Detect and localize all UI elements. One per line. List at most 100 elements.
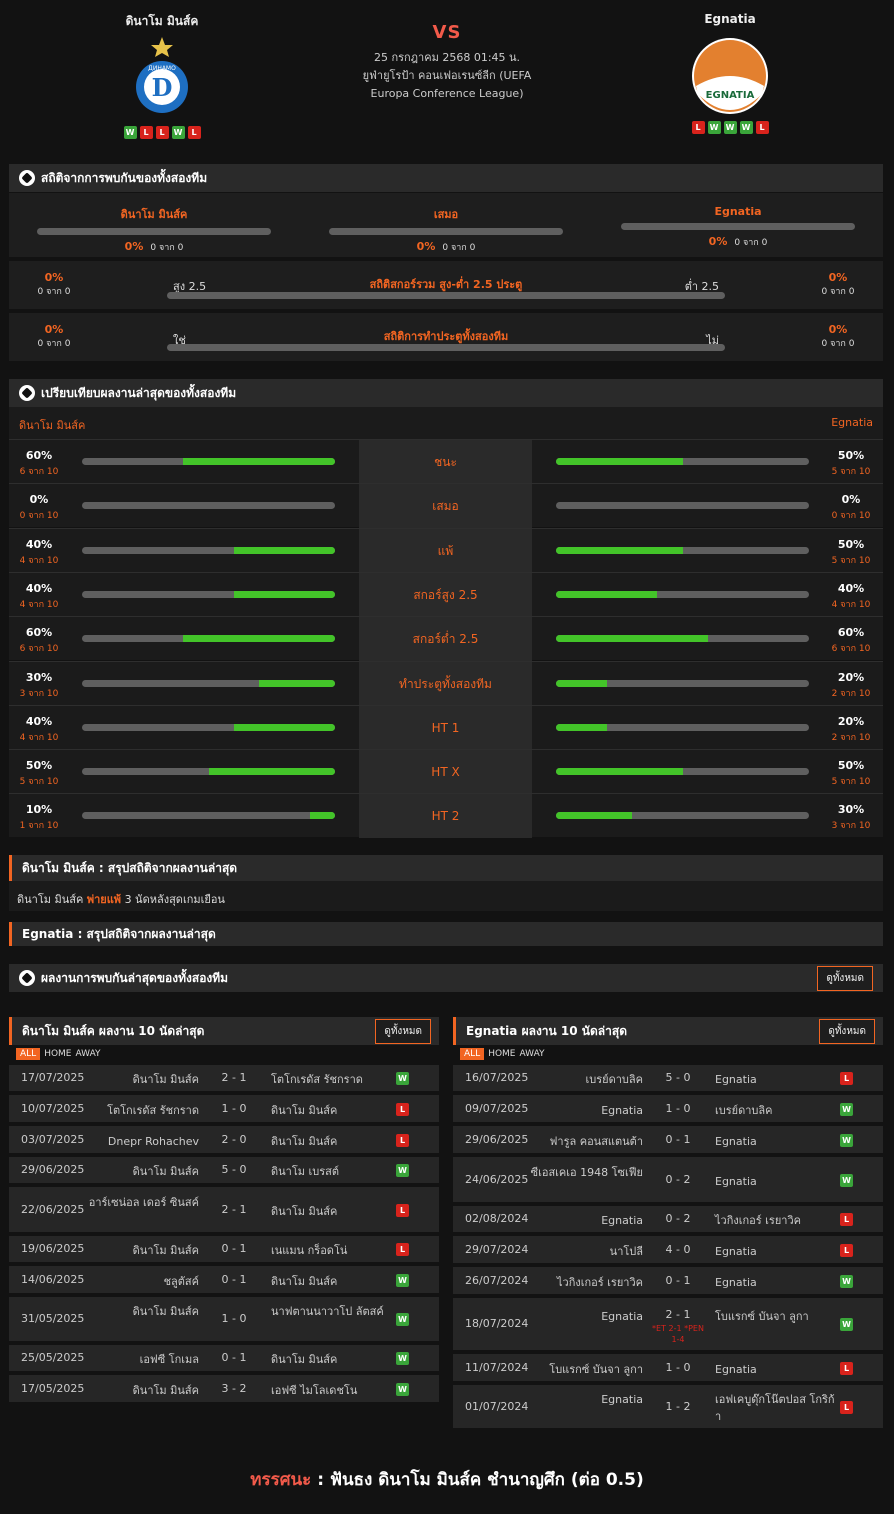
home-bar	[82, 723, 335, 731]
match-date: 14/06/2025	[21, 1272, 85, 1286]
summary-away-rest: : สรุปสถิติจากผลงานล่าสุด	[77, 926, 216, 941]
home-of: 5 จาก 10	[19, 777, 59, 788]
match-row[interactable]: 10/07/2025 โตโกเรดัส รัชกราด 1 - 0 ดินาโม ม…	[9, 1095, 439, 1122]
away-bar	[556, 635, 809, 643]
match-home: ชลูตัสค์	[163, 1274, 199, 1288]
match-row[interactable]: 19/06/2025 ดินาโม มินส์ค 0 - 1 เนแมน กร็อดโ…	[9, 1236, 439, 1262]
match-score: 1 - 0	[221, 1312, 247, 1325]
btts-right-label: ไม่	[706, 334, 719, 347]
match-row[interactable]: 02/08/2024 Egnatia 0 - 2 ไวกิงเกอร์ เรยาวิค…	[453, 1206, 883, 1232]
tab-all[interactable]: ALL	[460, 1048, 485, 1060]
away-of: 2 จาก 10	[831, 688, 871, 699]
match-row[interactable]: 29/06/2025 ฟารูล คอนสแตนต้า 0 - 1 Egnatia W	[453, 1126, 883, 1153]
tab-away[interactable]: AWAY	[75, 1049, 101, 1059]
away-of: 3 จาก 10	[831, 821, 871, 832]
match-date: 25/05/2025	[21, 1351, 85, 1364]
recent-view-all-button[interactable]: ดูทั้งหมด	[817, 965, 873, 991]
match-row[interactable]: 11/07/2024 โบแรกซ์ บันจา ลูกา 1 - 0 Egnatia…	[453, 1354, 883, 1381]
home-bar-fill	[233, 590, 335, 598]
compare-row: 40% 4 จาก 10 สกอร์สูง 2.5 40% 4 จาก 10	[9, 571, 883, 617]
h2h-away-pct: 0%	[708, 235, 728, 248]
form-badge: W	[707, 121, 721, 134]
match-away: ดินาโม มินส์ค	[271, 1274, 338, 1288]
recent-title: ผลงานการพบกันล่าสุดของทั้งสองทีม	[41, 970, 229, 985]
match-home: ดินาโม มินส์ค	[132, 1383, 199, 1397]
match-score: 5 - 0	[221, 1163, 247, 1176]
compare-row: 60% 6 จาก 10 ชนะ 50% 5 จาก 10	[9, 439, 883, 484]
h2h-draw-of: 0 จาก 0	[442, 243, 476, 253]
prediction-label: ทรรศนะ	[250, 1470, 312, 1490]
match-home: เอฟซี โกเมล	[139, 1353, 199, 1366]
match-home: โตโกเรดัส รัชกราด	[107, 1103, 199, 1117]
match-home: Dnepr Rohachev	[107, 1134, 199, 1148]
match-row[interactable]: 01/07/2024 Egnatia 1 - 2 เอฟเคบูดุ๊กโน๊ตปอส…	[453, 1385, 883, 1428]
home-of: 6 จาก 10	[19, 467, 59, 477]
match-league: ยูฟ่ายูโรป้า คอนเฟอเรนซ์ลีก (UEFA Europa…	[362, 69, 532, 100]
away-of: 5 จาก 10	[831, 467, 871, 477]
match-row[interactable]: 03/07/2025 Dnepr Rohachev 2 - 0 ดินาโม มินส…	[9, 1126, 439, 1153]
match-row[interactable]: 09/07/2025 Egnatia 1 - 0 เบรย์ดาบลิค W	[453, 1095, 883, 1122]
home-bar	[82, 812, 335, 820]
match-score: 1 - 2	[665, 1399, 691, 1413]
match-row[interactable]: 25/05/2025 เอฟซี โกเมล 0 - 1 ดินาโม มินส์ค W	[9, 1345, 439, 1371]
prediction: ทรรศนะ : ฟันธง ดินาโม มินส์ค ชำนาญศึก (ต…	[0, 1466, 894, 1493]
away-bar	[556, 502, 809, 510]
tab-home[interactable]: HOME	[44, 1049, 72, 1059]
tab-away[interactable]: AWAY	[519, 1049, 545, 1059]
match-date: 26/07/2024	[465, 1273, 529, 1287]
match-score: 0 - 2	[665, 1212, 691, 1225]
away-bar-fill	[556, 635, 708, 643]
away-bar-fill	[556, 590, 658, 598]
match-row[interactable]: 16/07/2025 เบรย์ดาบลิค 5 - 0 Egnatia L	[453, 1065, 883, 1091]
compare-home: ดินาโม มินส์ค	[19, 419, 86, 432]
home-last-view-all-button[interactable]: ดูทั้งหมด	[375, 1018, 431, 1044]
match-score: 4 - 0	[665, 1242, 691, 1256]
match-home: Egnatia	[601, 1214, 643, 1227]
match-home: ดินาโม มินส์ค	[132, 1305, 199, 1318]
home-bar-fill	[233, 723, 335, 731]
compare-label: ชนะ	[359, 440, 532, 484]
result-badge: W	[840, 1274, 853, 1288]
compare-row: 0% 0 จาก 10 เสมอ 0% 0 จาก 10	[9, 483, 883, 529]
match-row[interactable]: 24/06/2025 ซีเอสเคเอ 1948 โซเฟีย 0 - 2 Egna…	[453, 1157, 883, 1202]
form-badge: W	[171, 126, 185, 139]
match-score: 0 - 1	[221, 1242, 247, 1255]
btts-panel: 0% 0 จาก 0 ใช่ สถิติการทำประตูทั้งสองทีม …	[9, 313, 883, 361]
tab-all[interactable]: ALL	[16, 1048, 41, 1060]
h2h-draw-col: เสมอ 0% 0 จาก 0	[329, 205, 563, 254]
home-last-title: ผลงาน 10 นัดล่าสุด	[98, 1023, 205, 1038]
match-row[interactable]: 17/07/2025 ดินาโม มินส์ค 2 - 1 โตโกเรดัส รั…	[9, 1065, 439, 1091]
compare-teams: ดินาโม มินส์ค Egnatia	[9, 407, 883, 439]
away-of: 6 จาก 10	[831, 644, 871, 655]
summary-away-team: Egnatia	[22, 927, 74, 941]
match-row[interactable]: 14/06/2025 ชลูตัสค์ 0 - 1 ดินาโม มินส์ค W	[9, 1266, 439, 1293]
match-row[interactable]: 22/06/2025 อาร์เซน่อล เดอร์ ซินสค์ 2 - 1 ดิ…	[9, 1187, 439, 1232]
match-row[interactable]: 29/06/2025 ดินาโม มินส์ค 5 - 0 ดินาโม เบรสต…	[9, 1157, 439, 1183]
away-bar	[556, 679, 809, 687]
form-badge: W	[123, 126, 137, 139]
match-date: 16/07/2025	[465, 1071, 529, 1084]
h2h-away-of: 0 จาก 0	[734, 238, 768, 248]
away-last-view-all-button[interactable]: ดูทั้งหมด	[819, 1018, 875, 1044]
result-badge: W	[396, 1382, 409, 1396]
home-pct: 60%	[25, 626, 53, 640]
h2h-home-bar	[37, 228, 271, 235]
away-pct: 30%	[837, 803, 865, 817]
compare-label: สกอร์ต่ำ 2.5	[359, 617, 532, 662]
match-row[interactable]: 18/07/2024 Egnatia 2 - 1 *ET 2-1 *PEN 1-4 โบ…	[453, 1298, 883, 1350]
match-row[interactable]: 29/07/2024 นาโปลี 4 - 0 Egnatia L	[453, 1236, 883, 1263]
away-bar-fill	[556, 723, 607, 731]
home-pct: 40%	[25, 537, 53, 551]
match-row[interactable]: 31/05/2025 ดินาโม มินส์ค 1 - 0 นาฟตานนาวาโป…	[9, 1297, 439, 1341]
match-row[interactable]: 26/07/2024 ไวกิงเกอร์ เรยาวิค 0 - 1 Egnatia…	[453, 1267, 883, 1294]
tab-home[interactable]: HOME	[488, 1049, 516, 1059]
away-pct: 60%	[837, 626, 865, 640]
prediction-text: ฟันธง ดินาโม มินส์ค ชำนาญศึก (ต่อ 0.5)	[329, 1470, 644, 1490]
h2h-draw-pct: 0%	[416, 240, 436, 253]
match-row[interactable]: 17/05/2025 ดินาโม มินส์ค 3 - 2 เอฟซี ไมโลเด…	[9, 1375, 439, 1402]
btts-title: สถิติการทำประตูทั้งสองทีม	[383, 330, 509, 343]
summary-away-header: Egnatia : สรุปสถิติจากผลงานล่าสุด	[9, 922, 883, 946]
